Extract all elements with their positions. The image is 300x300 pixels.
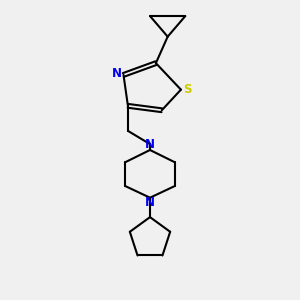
- Text: N: N: [145, 196, 155, 209]
- Text: N: N: [112, 67, 122, 80]
- Text: N: N: [145, 138, 155, 151]
- Text: S: S: [183, 83, 192, 96]
